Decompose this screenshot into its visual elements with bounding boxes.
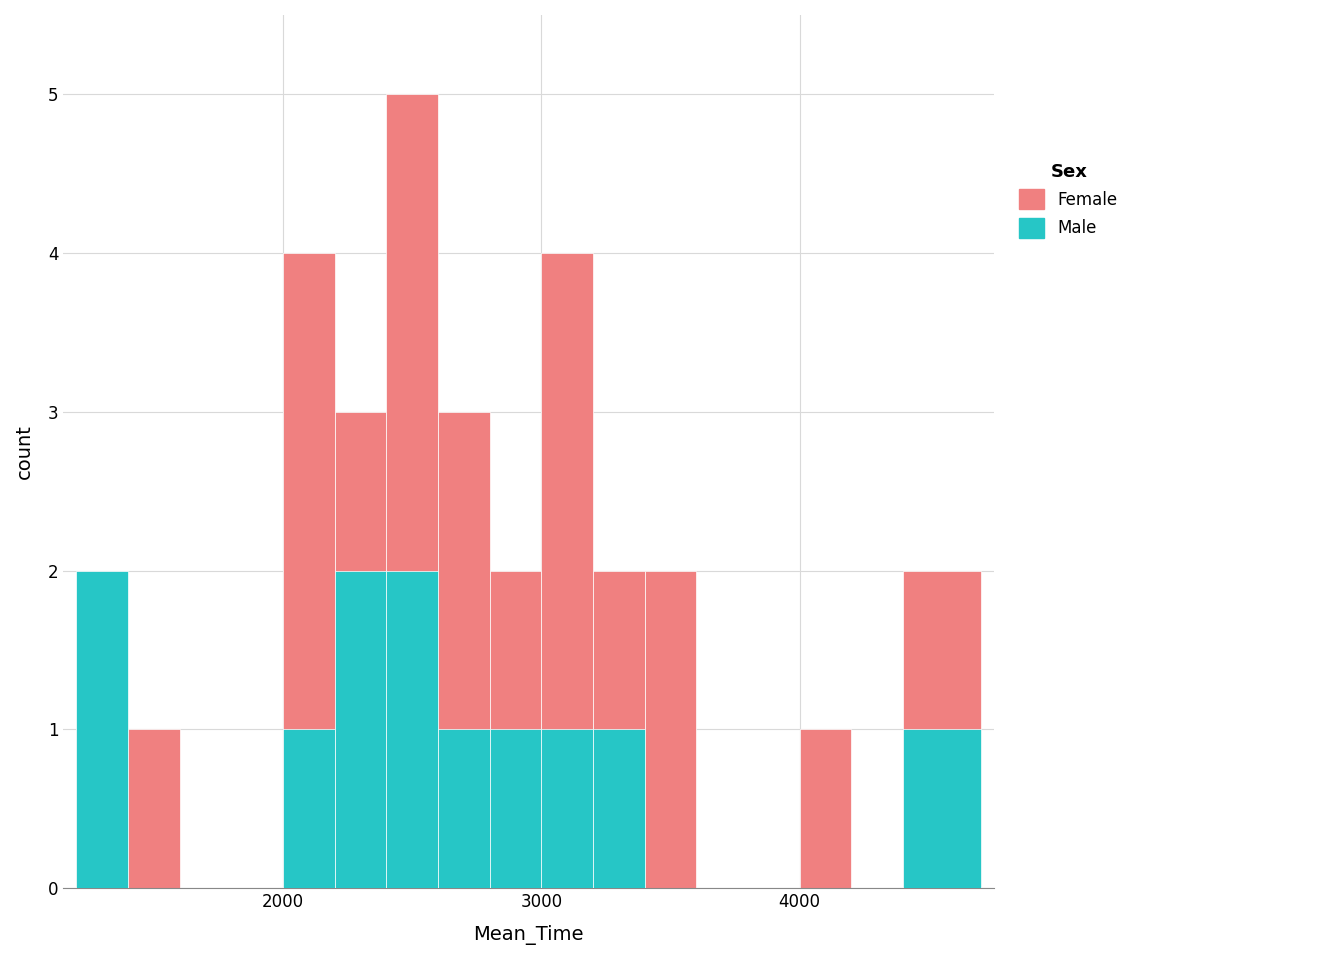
Bar [386, 570, 438, 888]
Bar [542, 253, 593, 888]
Bar [438, 730, 489, 888]
Bar [489, 570, 542, 888]
Bar [335, 412, 386, 888]
Bar [903, 730, 981, 888]
Bar [903, 570, 981, 888]
Legend: Female, Male: Female, Male [1011, 155, 1126, 247]
Bar [542, 730, 593, 888]
Bar [386, 94, 438, 888]
Y-axis label: count: count [15, 424, 34, 479]
X-axis label: Mean_Time: Mean_Time [473, 925, 583, 945]
Bar [335, 570, 386, 888]
Bar [284, 730, 335, 888]
Bar [438, 412, 489, 888]
Bar [800, 730, 851, 888]
Bar [77, 730, 128, 888]
Bar [593, 730, 645, 888]
Bar [128, 730, 180, 888]
Bar [284, 253, 335, 888]
Bar [645, 570, 696, 888]
Bar [77, 570, 128, 888]
Bar [489, 730, 542, 888]
Bar [593, 570, 645, 888]
